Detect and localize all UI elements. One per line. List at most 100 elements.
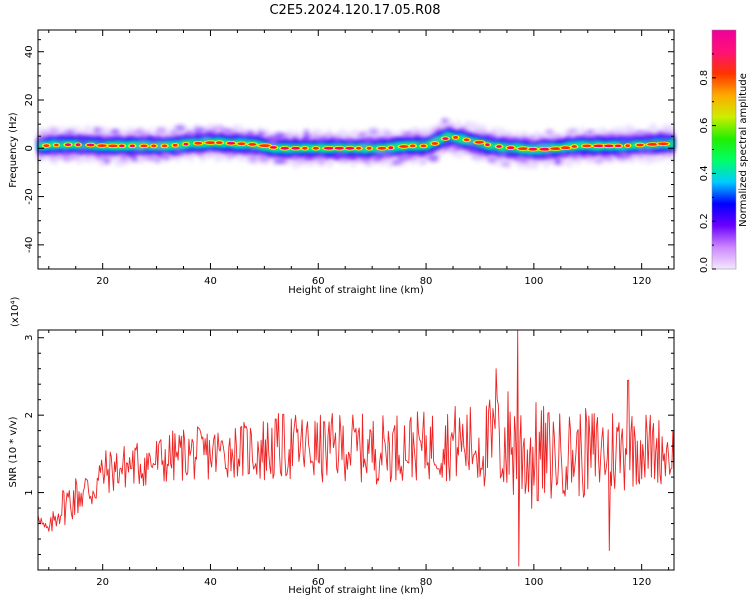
spectrogram-peak xyxy=(657,142,669,146)
snr-multiplier: (x10⁴) xyxy=(10,296,21,327)
spectrogram-peak xyxy=(312,146,319,150)
spectrogram-speck xyxy=(566,129,578,133)
spectrogram-speck xyxy=(420,160,427,165)
spectrogram-speck xyxy=(488,158,496,162)
spectrogram-frame xyxy=(37,29,675,270)
spectrogram-peak xyxy=(269,146,277,149)
spectrogram-speck xyxy=(274,159,286,164)
spectrogram-peak xyxy=(496,145,502,148)
spectrogram-speck xyxy=(570,153,580,157)
spectrogram-speck xyxy=(415,130,422,136)
spectrogram-speck xyxy=(441,118,448,124)
spectrogram-peak xyxy=(194,141,203,145)
spectrogram-speck xyxy=(643,147,655,154)
spectrogram-x-tick-label: 60 xyxy=(312,276,325,287)
spectrogram-speck xyxy=(131,155,138,162)
spectrogram-speck xyxy=(452,144,463,150)
spectrogram-speck xyxy=(291,155,297,161)
spectrogram-speck xyxy=(349,153,358,161)
spectrogram-speck xyxy=(468,143,478,150)
spectrogram-speck xyxy=(249,155,257,162)
spectrogram-peak xyxy=(388,146,394,150)
spectrogram-peak xyxy=(420,144,427,148)
spectrogram-speck xyxy=(431,137,439,141)
spectrogram-peak xyxy=(97,144,107,148)
spectrogram-x-label: Height of straight line (km) xyxy=(288,285,424,296)
spectrogram-peak xyxy=(474,140,484,144)
spectrogram-peak xyxy=(571,145,577,148)
spectrogram-speck xyxy=(479,130,487,135)
figure-title: C2E5.2024.120.17.05.R08 xyxy=(269,3,440,18)
spectrogram-speck xyxy=(154,158,162,164)
spectrogram-peak xyxy=(399,145,409,148)
spectrogram-speck xyxy=(174,136,185,142)
spectrogram-peak xyxy=(161,144,168,148)
spectrogram-speck xyxy=(336,153,347,158)
spectrogram-speck xyxy=(357,131,367,138)
spectrogram-speck xyxy=(628,137,637,141)
spectrogram-peak xyxy=(334,146,345,150)
snr-y-label: SNR (10 * v/v) xyxy=(8,416,19,487)
spectrogram-peak xyxy=(377,146,387,150)
spectrogram-peak xyxy=(64,143,72,147)
spectrogram-peak xyxy=(215,141,223,145)
spectrogram-speck xyxy=(249,146,261,151)
spectrogram-speck xyxy=(639,146,645,152)
colorbar-label: Normalized spectral amplitude xyxy=(738,73,749,227)
spectrogram-peak xyxy=(582,144,592,148)
spectrogram-peak xyxy=(118,144,125,148)
colorbar-tick-label: 0.8 xyxy=(699,70,710,86)
spectrogram-speck xyxy=(187,131,193,137)
spectrogram-speck xyxy=(537,142,549,147)
spectrogram-speck xyxy=(316,137,324,144)
spectrogram-peak xyxy=(345,146,355,150)
spectrogram-speck xyxy=(85,153,90,160)
snr-axes: 20 40 60 80 100 120 1 2 3 xyxy=(24,330,674,588)
spectrogram-peak xyxy=(205,141,217,145)
spectrogram-y-tick-label: -20 xyxy=(24,188,35,204)
spectrogram-y-tick-label: 20 xyxy=(24,94,35,107)
snr-x-tick-label: 60 xyxy=(312,577,325,588)
spectrogram-peak xyxy=(108,144,118,148)
spectrogram-speck xyxy=(135,127,143,134)
spectrogram-peak xyxy=(431,142,439,145)
spectrogram-speck xyxy=(546,151,552,155)
spectrogram-peak xyxy=(647,143,659,146)
spectrogram-speck xyxy=(329,142,335,146)
spectrogram-speck xyxy=(148,138,158,144)
spectrogram-speck xyxy=(56,138,64,143)
snr-x-tick-label: 100 xyxy=(524,577,543,588)
spectrogram-speck xyxy=(174,124,186,131)
spectrogram-peak xyxy=(172,143,178,147)
spectrogram-speck xyxy=(49,148,59,154)
spectrogram-speck xyxy=(172,150,180,155)
spectrogram-speck xyxy=(62,155,69,162)
spectrogram-speck xyxy=(35,136,45,144)
spectrogram-speck xyxy=(64,130,75,136)
spectrogram-speck xyxy=(220,127,226,132)
spectrogram-speck xyxy=(594,157,605,164)
colorbar-tick-label: 0.2 xyxy=(699,213,710,229)
snr-y-tick-label: 3 xyxy=(24,335,35,341)
spectrogram-speck xyxy=(614,152,625,158)
spectrogram-x-tick-label: 120 xyxy=(632,276,651,287)
spectrogram-peak xyxy=(75,143,81,147)
spectrogram-y-tick-label: 40 xyxy=(24,45,35,58)
spectrogram-peak xyxy=(140,144,148,148)
spectrogram-speck xyxy=(583,150,588,154)
spectrogram-peak xyxy=(593,144,605,148)
spectrogram-speck xyxy=(131,147,144,154)
spectrogram-peak xyxy=(237,142,246,146)
spectrogram-peak xyxy=(86,143,95,147)
spectrogram-speck xyxy=(361,156,370,163)
spectrogram-speck xyxy=(104,158,110,164)
spectrogram-peak xyxy=(129,144,135,148)
spectrogram-peak xyxy=(604,144,614,148)
spectrogram-field xyxy=(35,117,674,170)
spectrogram-panel: 20 40 60 80 100 120 -40 -20 0 20 40 Height of stra… xyxy=(8,29,675,296)
spectrogram-speck xyxy=(303,154,309,159)
snr-y-tick-label: 1 xyxy=(24,489,35,495)
snr-x-tick-label: 120 xyxy=(632,577,651,588)
spectrogram-peak xyxy=(453,136,459,139)
